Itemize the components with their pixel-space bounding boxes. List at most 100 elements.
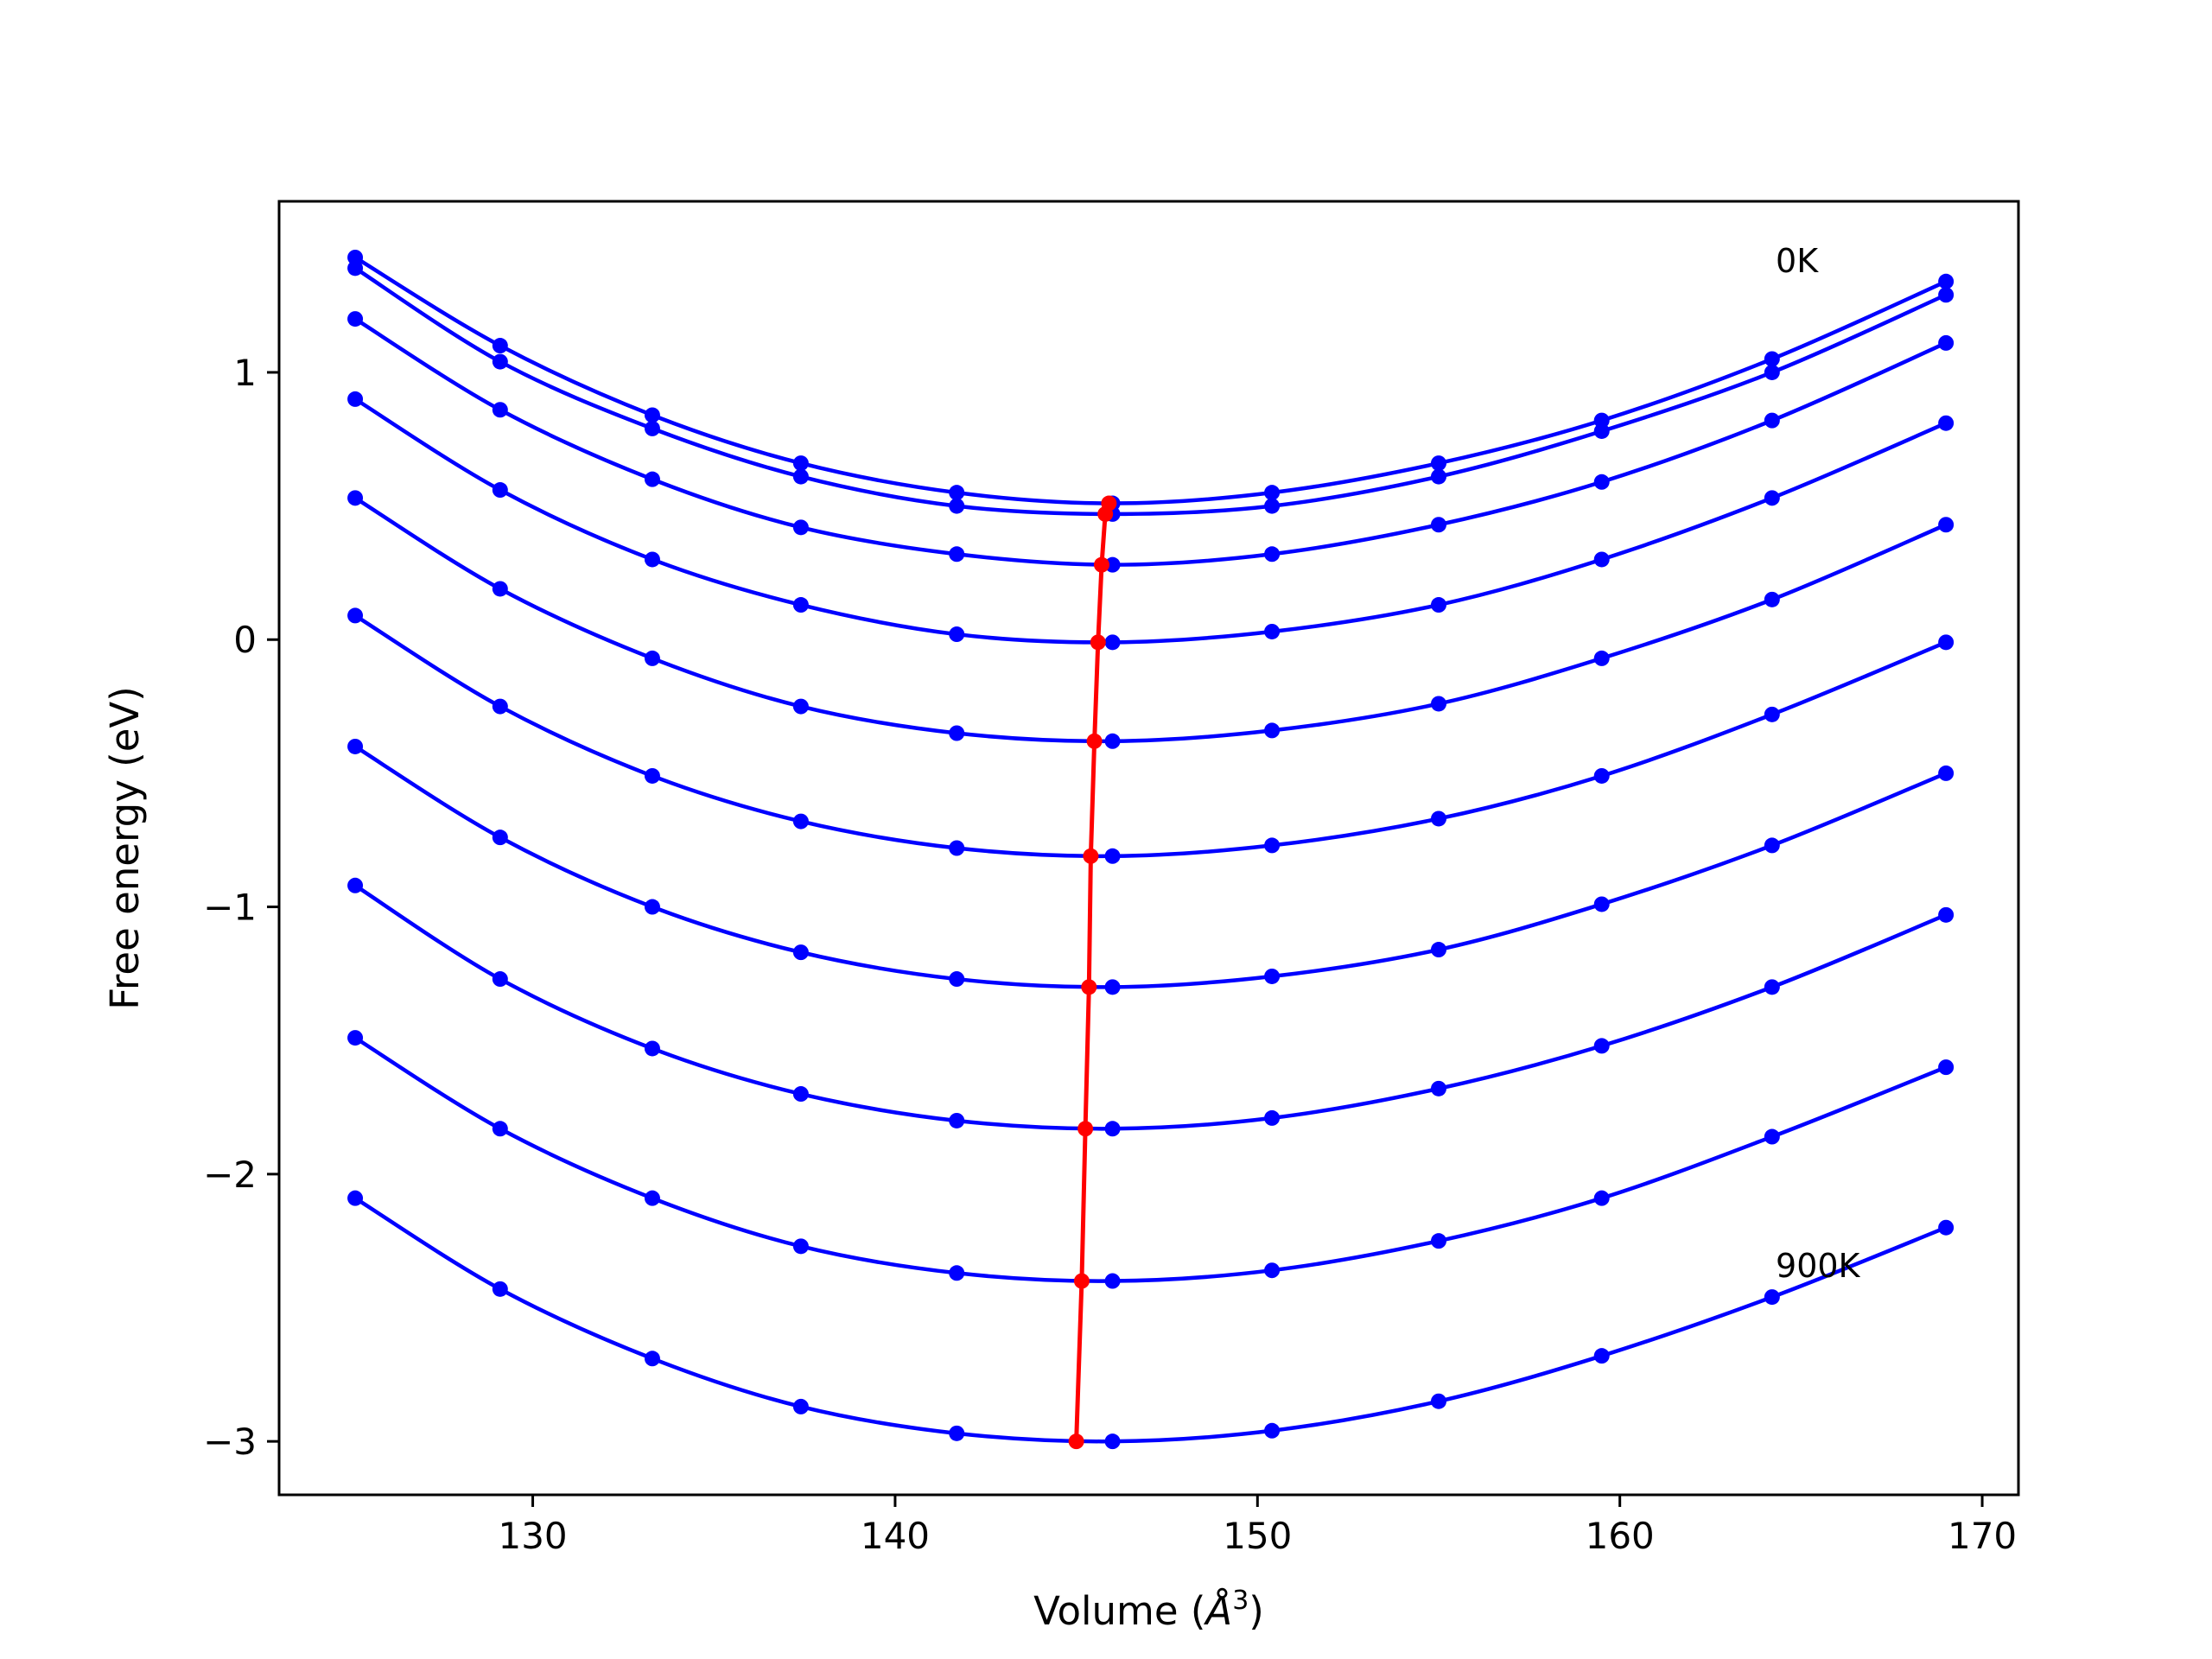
- series-2-point-1: [492, 402, 508, 418]
- minimum-curve-layer: [1068, 495, 1117, 1450]
- series-0-point-10: [1938, 273, 1955, 289]
- series-5-point-9: [1764, 706, 1780, 722]
- series-3-point-5: [1104, 634, 1121, 651]
- series-7-point-8: [1593, 1038, 1610, 1054]
- y-tick-label-1: 0: [233, 619, 257, 661]
- minimum-point-9: [1068, 1433, 1084, 1450]
- y-axis-ticks: 1 0 −1 −2 −3: [203, 352, 279, 1463]
- series-6-point-9: [1764, 837, 1780, 854]
- series-9-point-7: [1431, 1393, 1446, 1409]
- series-3-point-9: [1764, 490, 1780, 506]
- series-3-point-2: [644, 551, 660, 568]
- series-2-point-7: [1431, 517, 1446, 533]
- series-0-point-0: [347, 249, 364, 265]
- series-7-point-4: [949, 1112, 965, 1128]
- series-1-point-0: [347, 260, 364, 276]
- series-9-point-2: [644, 1351, 660, 1367]
- series-8-point-0: [347, 1030, 364, 1046]
- series-3-point-8: [1593, 551, 1610, 568]
- x-axis-label: Volume (Å3): [1033, 1586, 1264, 1634]
- minimum-point-4: [1086, 733, 1103, 749]
- series-4-point-7: [1431, 696, 1446, 712]
- series-4-point-0: [347, 490, 364, 506]
- series-8-point-7: [1431, 1233, 1446, 1249]
- series-8-point-1: [492, 1121, 508, 1137]
- series-6-point-10: [1938, 765, 1955, 781]
- series-6-point-0: [347, 738, 364, 754]
- minimum-curve-line: [1074, 502, 1111, 1442]
- series-6-point-6: [1264, 968, 1281, 984]
- series-9-point-4: [949, 1425, 965, 1441]
- series-8-point-9: [1764, 1128, 1780, 1145]
- series-0-point-4: [949, 485, 965, 501]
- series-6-point-3: [792, 944, 809, 961]
- series-4-point-10: [1938, 517, 1955, 533]
- series-2-point-8: [1593, 474, 1610, 490]
- series-5-point-10: [1938, 634, 1955, 651]
- series-7-point-2: [644, 1040, 660, 1057]
- series-8-point-2: [644, 1190, 660, 1206]
- y-axis-label: Free energy (eV): [102, 686, 148, 1009]
- minimum-point-2: [1093, 556, 1109, 573]
- series-6-point-8: [1593, 896, 1610, 912]
- minimum-point-1: [1097, 505, 1114, 522]
- series-5-point-0: [347, 607, 364, 624]
- x-tick-label-4: 170: [1948, 1515, 2017, 1557]
- series-4-point-8: [1593, 650, 1610, 666]
- plot-frame: [277, 200, 2020, 1497]
- series-7-point-0: [347, 877, 364, 893]
- series-2-point-2: [644, 471, 660, 487]
- series-6-point-5: [1104, 979, 1121, 995]
- series-5-point-4: [949, 840, 965, 856]
- series-3-point-3: [792, 597, 809, 613]
- series-3-point-6: [1264, 623, 1281, 639]
- series-0-point-8: [1593, 412, 1610, 429]
- series-0-point-7: [1431, 455, 1446, 472]
- series-2-point-0: [347, 311, 364, 327]
- series-2-point-4: [949, 546, 965, 563]
- series-8-point-4: [949, 1265, 965, 1281]
- series-8-point-6: [1264, 1262, 1281, 1279]
- series-1-point-6: [1264, 498, 1281, 514]
- series-5-point-3: [792, 813, 809, 830]
- series-6-point-4: [949, 971, 965, 988]
- annotation-layer: 0K 900K: [1776, 242, 1861, 1285]
- series-8-point-5: [1104, 1273, 1121, 1289]
- minimum-point-8: [1073, 1273, 1090, 1289]
- series-1-point-8: [1593, 423, 1610, 439]
- series-7-point-7: [1431, 1080, 1446, 1096]
- series-0-point-1: [492, 338, 508, 354]
- x-axis-label-text: Volume (: [1033, 1588, 1205, 1634]
- minimum-point-5: [1083, 848, 1099, 864]
- series-layer: [347, 249, 1955, 1450]
- series-7-point-9: [1764, 979, 1780, 995]
- series-2-point-3: [792, 519, 809, 536]
- series-4-point-1: [492, 581, 508, 597]
- series-1-point-4: [949, 498, 965, 514]
- series-5-point-8: [1593, 767, 1610, 784]
- series-9-point-8: [1593, 1348, 1610, 1364]
- series-8-point-3: [792, 1238, 809, 1255]
- annotation-900k: 900K: [1776, 1247, 1861, 1285]
- x-axis-label-close: ): [1249, 1588, 1264, 1634]
- series-0-point-9: [1764, 351, 1780, 367]
- series-0-point-3: [792, 455, 809, 472]
- minimum-point-6: [1081, 979, 1097, 995]
- series-2-point-5: [1104, 556, 1121, 573]
- minimum-point-3: [1090, 634, 1106, 651]
- series-8-point-8: [1593, 1190, 1610, 1206]
- series-7-point-1: [492, 971, 508, 988]
- series-3-point-7: [1431, 597, 1446, 613]
- y-tick-label-0: 1: [233, 352, 257, 394]
- series-4-point-5: [1104, 733, 1121, 749]
- x-axis-label-unit: Å: [1203, 1588, 1232, 1634]
- series-1-point-3: [792, 468, 809, 485]
- x-tick-label-0: 130: [498, 1515, 567, 1557]
- series-0-point-6: [1264, 485, 1281, 501]
- x-tick-label-2: 150: [1223, 1515, 1292, 1557]
- series-2-point-10: [1938, 334, 1955, 351]
- annotation-0k: 0K: [1776, 242, 1819, 280]
- minimum-point-7: [1077, 1121, 1094, 1137]
- x-tick-label-3: 160: [1586, 1515, 1655, 1557]
